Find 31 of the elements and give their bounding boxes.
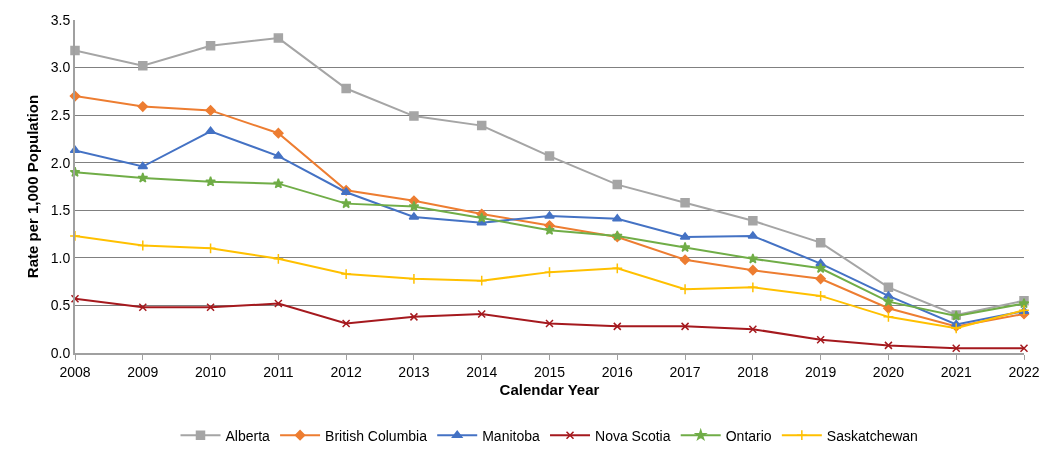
x-tick-label: 2010 xyxy=(194,363,227,380)
x-tick-label: 2020 xyxy=(872,363,905,380)
y-tick-label: 2.0 xyxy=(50,154,71,171)
x-axis-title: Calendar Year xyxy=(499,381,600,399)
y-tick-label: 3.0 xyxy=(50,59,71,76)
legend-label: Alberta xyxy=(225,427,271,444)
x-tick-label: 2018 xyxy=(737,363,769,380)
x-tick-label: 2013 xyxy=(398,363,430,380)
y-tick-label: 0.5 xyxy=(50,297,71,314)
legend-label: British Columbia xyxy=(325,427,428,444)
y-tick-label: 3.5 xyxy=(50,11,71,28)
x-tick-label: 2008 xyxy=(59,363,91,380)
x-tick-label: 2009 xyxy=(127,363,159,380)
y-tick-label: 1.5 xyxy=(50,202,71,219)
x-tick-label: 2014 xyxy=(466,363,498,380)
x-tick-label: 2021 xyxy=(940,363,972,380)
x-tick-label: 2019 xyxy=(805,363,837,380)
y-tick-label: 2.5 xyxy=(50,107,71,124)
x-tick-label: 2015 xyxy=(533,363,566,380)
legend-label: Manitoba xyxy=(482,427,541,444)
x-tick-label: 2022 xyxy=(1008,363,1040,380)
y-tick-label: 0.0 xyxy=(50,344,71,361)
x-tick-label: 2016 xyxy=(601,363,634,380)
x-tick-label: 2017 xyxy=(669,363,701,380)
legend-label: Ontario xyxy=(725,427,772,444)
legend-label: Saskatchewan xyxy=(826,427,918,444)
y-tick-label: 1.0 xyxy=(50,249,71,266)
x-tick-label: 2011 xyxy=(263,363,294,380)
x-tick-label: 2012 xyxy=(330,363,362,380)
y-axis-title: Rate per 1,000 Population xyxy=(24,94,42,279)
legend-label: Nova Scotia xyxy=(595,427,671,444)
